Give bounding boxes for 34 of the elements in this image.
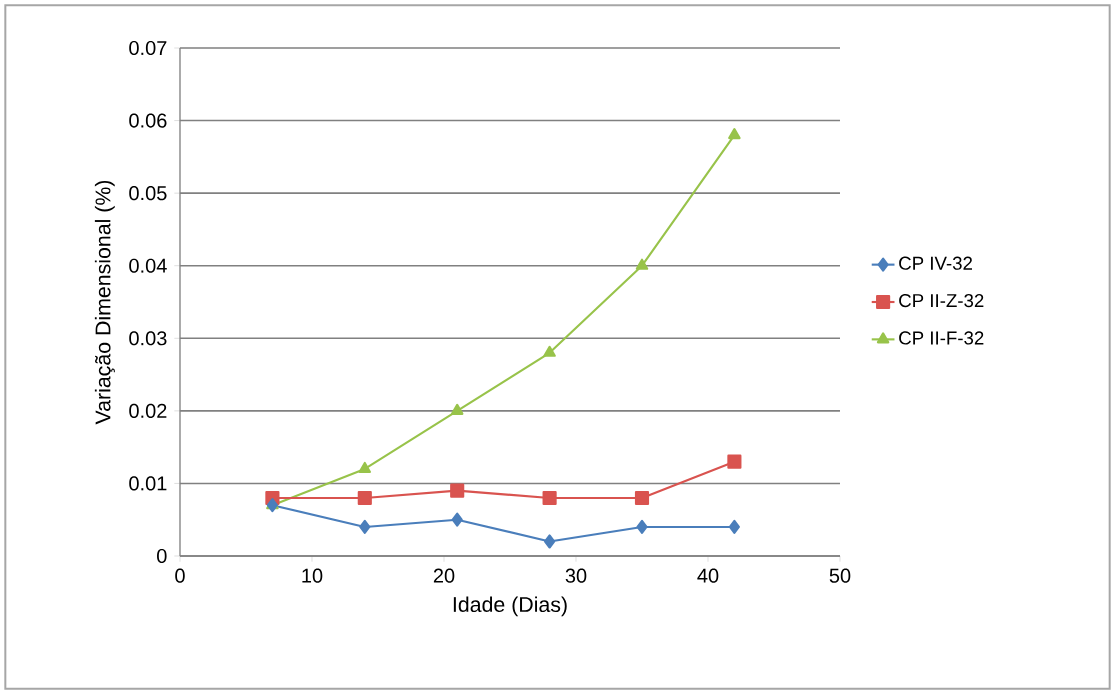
point [542,490,557,506]
point [728,128,741,140]
legend-label: CP IV-32 [899,256,972,270]
point [359,519,371,535]
legend-label: CP II-F-32 [899,331,984,345]
x-tick-label: 40 [697,568,719,583]
point [451,512,463,527]
x-tick-label: 20 [433,568,455,583]
point [450,483,465,498]
point [450,403,464,415]
point [357,490,372,506]
y-tick-label: 0.03 [129,331,167,346]
x-tick-label: 50 [829,568,851,583]
y-tick-label: 0.02 [129,403,167,418]
point [358,461,372,473]
point [544,534,556,549]
y-tick-label: 0.01 [129,476,167,491]
x-tick-label: 30 [565,568,587,583]
point [634,490,650,506]
x-tick-label: 0 [175,568,185,583]
y-tick-label: 0.07 [129,40,167,56]
x-axis-title: Idade (Dias) [453,596,567,617]
point [727,454,742,469]
y-axis-title: Variação Dimensional (%) [94,180,115,425]
point [728,519,740,535]
point [543,345,556,357]
y-tick-label: 0.04 [129,258,167,273]
point [635,258,649,270]
point [636,519,648,535]
x-tick-label: 10 [302,568,323,583]
y-tick-label: 0 [157,548,167,564]
y-tick-label: 0.05 [129,186,167,201]
legend-label: CP II-Z-32 [899,293,984,308]
y-tick-label: 0.06 [129,113,167,128]
